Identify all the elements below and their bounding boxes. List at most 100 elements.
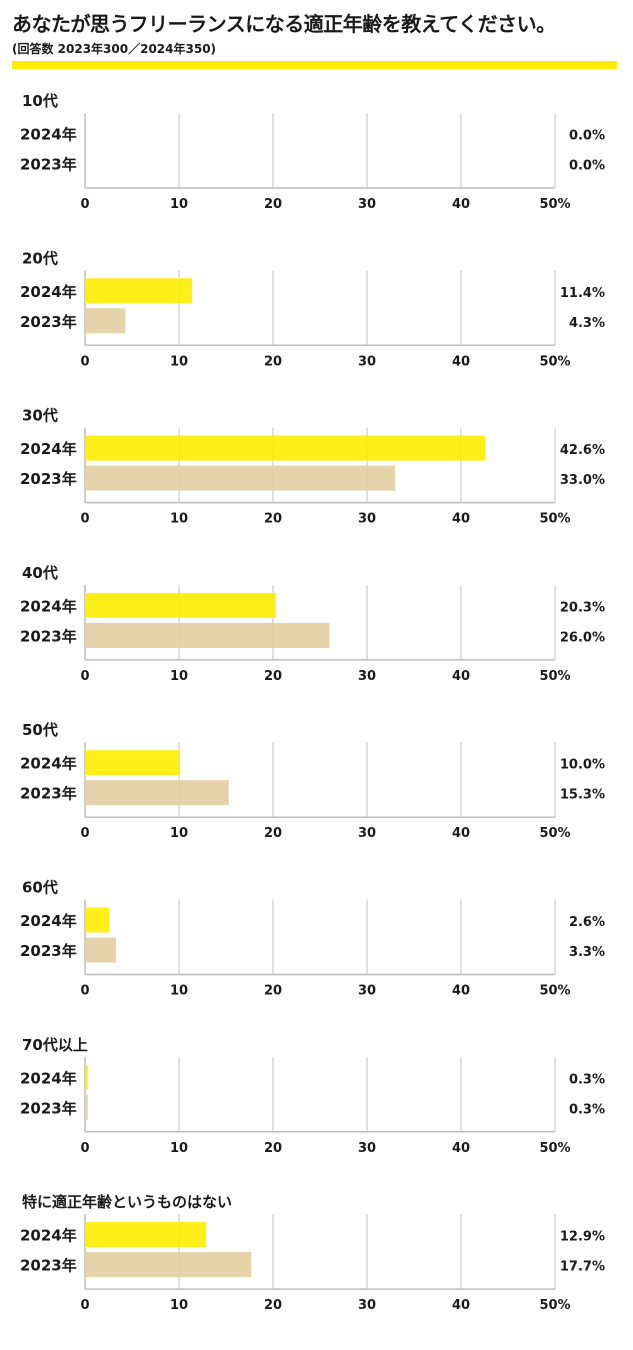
chart-group: 特に適正年齢というものはない 2024年 12.9% 2023年 17.7% 0 10 20 3… — [20, 1193, 605, 1313]
bar-2023 — [85, 308, 126, 334]
chart-group: 50代 2024年 10.0% 2023年 15.3% 0 10 20 30 40 50% — [20, 721, 605, 841]
group-title: 20代 — [22, 249, 58, 267]
tick-label: 10 — [170, 826, 188, 841]
tick-label: 50% — [539, 984, 570, 999]
year-label: 2023年 — [20, 470, 77, 488]
year-label: 2023年 — [20, 942, 77, 960]
value-label: 42.6% — [560, 443, 605, 458]
tick-label: 10 — [170, 1298, 188, 1313]
tick-label: 20 — [264, 984, 282, 999]
bar-2023 — [85, 1094, 88, 1120]
value-label: 3.3% — [569, 945, 605, 960]
page-subtitle: (回答数 2023年300／2024年350) — [12, 42, 217, 56]
tick-label: 30 — [358, 826, 376, 841]
value-label: 10.0% — [560, 758, 605, 773]
tick-label: 0 — [80, 512, 89, 527]
tick-label: 50% — [539, 1141, 570, 1156]
year-label: 2023年 — [20, 1099, 77, 1117]
tick-label: 50% — [539, 826, 570, 841]
value-label: 17.7% — [560, 1260, 605, 1275]
year-label: 2024年 — [20, 1227, 77, 1245]
tick-label: 50% — [539, 512, 570, 527]
tick-label: 0 — [80, 1298, 89, 1313]
year-label: 2024年 — [20, 912, 77, 930]
year-label: 2024年 — [20, 440, 77, 458]
value-label: 11.4% — [560, 286, 605, 301]
tick-label: 30 — [358, 669, 376, 684]
title-underline — [12, 61, 617, 69]
tick-label: 20 — [264, 1298, 282, 1313]
bar-2024 — [85, 1064, 88, 1090]
tick-label: 30 — [358, 1298, 376, 1313]
tick-label: 30 — [358, 512, 376, 527]
group-title: 50代 — [22, 721, 58, 739]
bar-2023 — [85, 465, 396, 491]
tick-label: 20 — [264, 512, 282, 527]
bar-2024 — [85, 907, 110, 933]
group-title: 60代 — [22, 879, 58, 897]
tick-label: 10 — [170, 197, 188, 212]
value-label: 0.3% — [569, 1072, 605, 1087]
year-label: 2024年 — [20, 1069, 77, 1087]
year-label: 2023年 — [20, 785, 77, 803]
tick-label: 0 — [80, 354, 89, 369]
value-label: 15.3% — [560, 788, 605, 803]
tick-label: 20 — [264, 669, 282, 684]
year-label: 2024年 — [20, 597, 77, 615]
chart-group: 10代 2024年 0.0% 2023年 0.0% 0 10 20 30 40 50% — [20, 92, 605, 212]
group-title: 40代 — [22, 564, 58, 582]
year-label: 2023年 — [20, 313, 77, 331]
chart-group: 30代 2024年 42.6% 2023年 33.0% 0 10 20 30 40 50% — [20, 407, 605, 527]
value-label: 12.9% — [560, 1230, 605, 1245]
bar-2023 — [85, 622, 330, 648]
tick-label: 0 — [80, 1141, 89, 1156]
tick-label: 0 — [80, 197, 89, 212]
tick-label: 40 — [452, 669, 470, 684]
tick-label: 30 — [358, 1141, 376, 1156]
bar-2023 — [85, 1252, 252, 1278]
bar-2024 — [85, 592, 276, 618]
group-title: 10代 — [22, 92, 58, 110]
tick-label: 40 — [452, 512, 470, 527]
tick-label: 0 — [80, 669, 89, 684]
chart-group: 60代 2024年 2.6% 2023年 3.3% 0 10 20 30 40 50% — [20, 879, 605, 999]
tick-label: 50% — [539, 669, 570, 684]
year-label: 2023年 — [20, 1257, 77, 1275]
value-label: 0.0% — [569, 159, 605, 174]
value-label: 0.0% — [569, 129, 605, 144]
bar-2024 — [85, 435, 486, 461]
tick-label: 40 — [452, 984, 470, 999]
tick-label: 30 — [358, 984, 376, 999]
bar-2023 — [85, 937, 117, 963]
tick-label: 50% — [539, 354, 570, 369]
value-label: 4.3% — [569, 316, 605, 331]
year-label: 2023年 — [20, 627, 77, 645]
tick-label: 40 — [452, 826, 470, 841]
tick-label: 40 — [452, 354, 470, 369]
chart-group: 40代 2024年 20.3% 2023年 26.0% 0 10 20 30 40 50% — [20, 564, 605, 684]
year-label: 2023年 — [20, 156, 77, 174]
tick-label: 20 — [264, 1141, 282, 1156]
tick-label: 0 — [80, 826, 89, 841]
value-label: 20.3% — [560, 600, 605, 615]
tick-label: 40 — [452, 1141, 470, 1156]
tick-label: 10 — [170, 669, 188, 684]
bar-2024 — [85, 750, 179, 776]
tick-label: 20 — [264, 354, 282, 369]
bar-2024 — [85, 1222, 207, 1248]
year-label: 2024年 — [20, 755, 77, 773]
chart-group: 70代以上 2024年 0.3% 2023年 0.3% 0 10 20 30 40 50% — [20, 1036, 605, 1156]
tick-label: 50% — [539, 197, 570, 212]
value-label: 0.3% — [569, 1102, 605, 1117]
value-label: 2.6% — [569, 915, 605, 930]
bar-2024 — [85, 278, 193, 304]
tick-label: 30 — [358, 197, 376, 212]
group-title: 30代 — [22, 407, 58, 425]
tick-label: 20 — [264, 197, 282, 212]
year-label: 2024年 — [20, 126, 77, 144]
tick-label: 20 — [264, 826, 282, 841]
tick-label: 0 — [80, 984, 89, 999]
bar-2023 — [85, 780, 229, 806]
tick-label: 10 — [170, 1141, 188, 1156]
